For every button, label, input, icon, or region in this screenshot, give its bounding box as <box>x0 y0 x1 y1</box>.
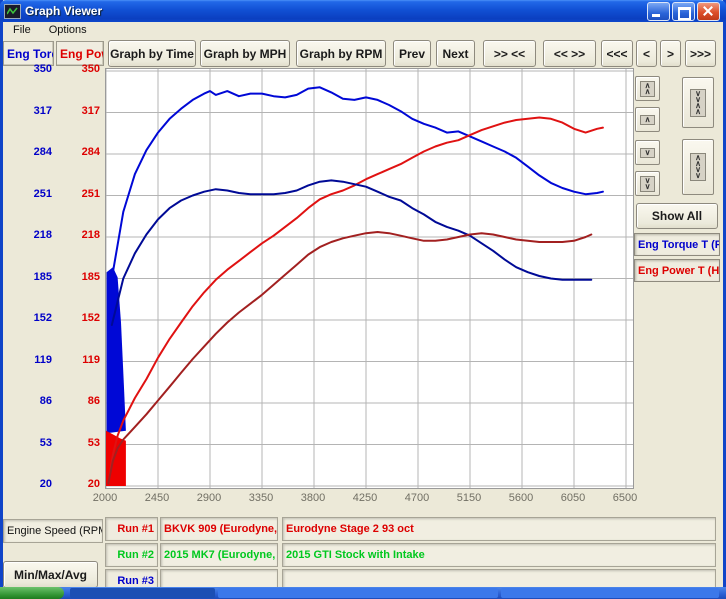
menu-options[interactable]: Options <box>48 24 87 36</box>
task-button[interactable] <box>501 588 719 598</box>
y-tick-torque: 350 <box>33 63 52 75</box>
menu-file[interactable]: File <box>13 24 31 36</box>
y-tick-torque: 86 <box>39 395 52 407</box>
channel-toggle-eng-power[interactable]: Eng Power <box>56 41 104 66</box>
y-tick-torque: 119 <box>34 354 52 366</box>
title-bar: Graph Viewer <box>0 0 726 22</box>
pan-far-right-button[interactable]: >>> <box>685 40 716 67</box>
zoom-out-y-button[interactable]: ∧ ∧ ∨ ∨ <box>682 139 714 195</box>
legend-eng-torque[interactable]: Eng Torque T (Ft-lb) <box>634 233 720 256</box>
graph-by-mph-button[interactable]: Graph by MPH <box>200 40 290 67</box>
y-tick-power: 284 <box>81 146 100 158</box>
x-tick-rpm: 4250 <box>352 492 378 504</box>
scroll-down-button[interactable]: ∨ <box>635 140 660 165</box>
show-all-button[interactable]: Show All <box>636 203 718 229</box>
zoom-out-x-button[interactable]: << >> <box>543 40 596 67</box>
app-icon <box>4 3 21 19</box>
task-button[interactable] <box>218 588 498 598</box>
x-tick-rpm: 2450 <box>144 492 170 504</box>
menu-bar: File Options <box>3 22 726 38</box>
chevrons-outward-icon: ∧ ∧ ∨ ∨ <box>690 153 706 181</box>
start-button[interactable] <box>0 587 64 599</box>
y-tick-power: 185 <box>81 271 100 283</box>
y-tick-power: 218 <box>81 229 100 241</box>
y-tick-torque: 152 <box>33 312 52 324</box>
y-tick-torque: 53 <box>39 437 52 449</box>
pan-far-left-button[interactable]: <<< <box>601 40 633 67</box>
maximize-icon <box>678 6 691 20</box>
chevron-down-icon: ∨ <box>639 147 656 158</box>
window-title: Graph Viewer <box>25 4 103 18</box>
minimize-button[interactable] <box>647 1 670 21</box>
min-max-avg-button[interactable]: Min/Max/Avg <box>3 561 98 588</box>
y-tick-power: 317 <box>81 105 100 117</box>
double-chevron-down-icon: ∨ ∨ <box>639 175 656 192</box>
zoom-in-x-button[interactable]: >> << <box>483 40 536 67</box>
y-tick-torque: 185 <box>33 271 52 283</box>
x-tick-rpm: 3350 <box>248 492 274 504</box>
window-border-left <box>0 0 3 599</box>
x-tick-rpm: 4700 <box>404 492 430 504</box>
run-2-label[interactable]: Run #2 <box>105 543 158 567</box>
zoom-in-y-button[interactable]: ∨ ∨ ∧ ∧ <box>682 77 714 128</box>
graph-by-time-button[interactable]: Graph by Time <box>108 40 196 67</box>
graph-by-rpm-button[interactable]: Graph by RPM <box>296 40 386 67</box>
y-tick-power: 86 <box>87 395 100 407</box>
task-button[interactable] <box>70 588 215 598</box>
run-1-label[interactable]: Run #1 <box>105 517 158 541</box>
y-tick-power: 53 <box>87 437 100 449</box>
y-tick-power: 350 <box>81 63 100 75</box>
chevrons-inward-icon: ∨ ∨ ∧ ∧ <box>690 88 706 117</box>
x-tick-rpm: 2900 <box>196 492 222 504</box>
scroll-up-button[interactable]: ∧ <box>635 107 660 132</box>
run-1-notes-field[interactable]: Eurodyne Stage 2 93 oct <box>282 517 716 541</box>
double-chevron-up-icon: ∧ ∧ <box>639 80 656 97</box>
close-button[interactable] <box>697 1 720 21</box>
y-tick-torque: 251 <box>33 188 52 200</box>
chevron-up-icon: ∧ <box>639 114 656 125</box>
y-tick-torque: 218 <box>33 229 52 241</box>
minimize-icon <box>652 13 660 17</box>
scroll-up-fast-button[interactable]: ∧ ∧ <box>635 76 660 101</box>
dyno-chart-plot[interactable] <box>105 68 634 489</box>
taskbar <box>0 587 726 599</box>
x-tick-rpm: 6500 <box>612 492 638 504</box>
run-2-name-field[interactable]: 2015 MK7 (Eurodyne, E <box>160 543 278 567</box>
maximize-button[interactable] <box>672 1 695 21</box>
prev-button[interactable]: Prev <box>393 40 431 67</box>
next-button[interactable]: Next <box>436 40 475 67</box>
y-tick-power: 251 <box>81 188 100 200</box>
y-tick-power: 20 <box>87 478 100 490</box>
run-2-notes-field[interactable]: 2015 GTI Stock with Intake <box>282 543 716 567</box>
run-1-name-field[interactable]: BKVK 909 (Eurodyne, I <box>160 517 278 541</box>
x-tick-rpm: 5600 <box>508 492 534 504</box>
x-tick-rpm: 3800 <box>300 492 326 504</box>
x-channel-box[interactable]: Engine Speed (RPM) <box>3 519 103 543</box>
y-tick-torque: 317 <box>33 105 52 117</box>
x-tick-rpm: 5150 <box>456 492 482 504</box>
y-tick-torque: 284 <box>33 146 52 158</box>
scroll-down-fast-button[interactable]: ∨ ∨ <box>635 171 660 196</box>
y-tick-power: 152 <box>81 312 100 324</box>
pan-right-button[interactable]: > <box>660 40 681 67</box>
window-border-right <box>723 0 726 599</box>
legend-eng-power[interactable]: Eng Power T (HP) <box>634 259 720 282</box>
channel-toggle-eng-torque[interactable]: Eng Torque <box>3 41 54 66</box>
pan-left-button[interactable]: < <box>636 40 657 67</box>
x-tick-rpm: 2000 <box>92 492 118 504</box>
x-tick-rpm: 6050 <box>560 492 586 504</box>
y-tick-torque: 20 <box>39 478 52 490</box>
y-tick-power: 119 <box>82 354 100 366</box>
